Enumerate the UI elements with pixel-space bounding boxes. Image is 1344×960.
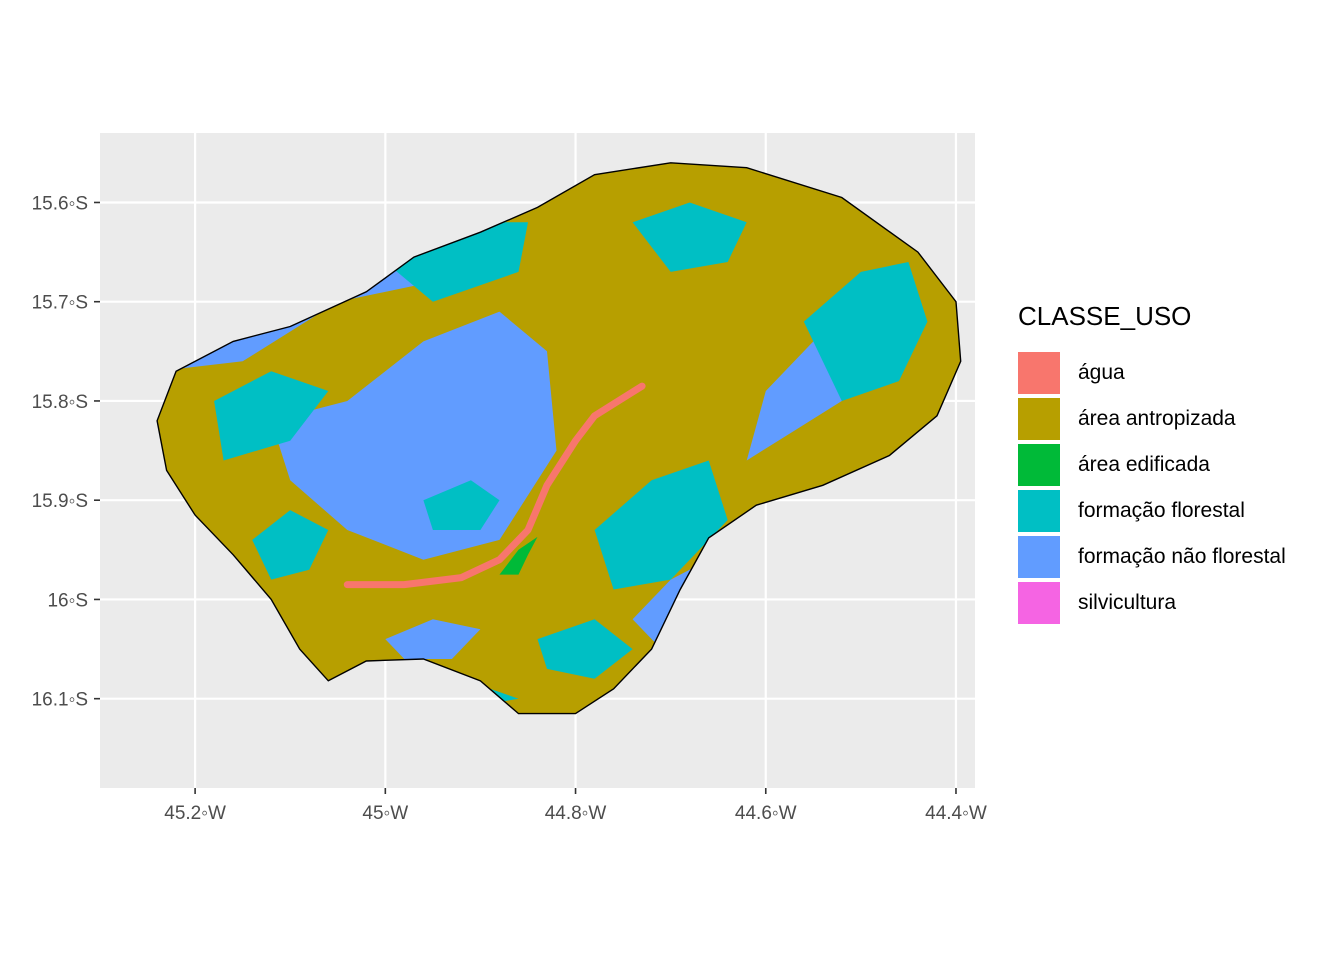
urban-area: [499, 536, 538, 575]
y-tick-label: 16.1◦S: [32, 690, 88, 711]
region-outline: [156, 162, 962, 715]
y-tick-label: 15.7◦S: [32, 293, 88, 314]
river-line: [343, 382, 646, 589]
land-use-patch: [252, 510, 329, 580]
legend-color-key: [1018, 536, 1060, 578]
legend-color-key: [1018, 490, 1060, 532]
x-tick-label: 44.6◦W: [735, 803, 797, 824]
legend-label: água: [1078, 361, 1125, 384]
land-use-patch: [803, 262, 928, 401]
legend-item: água: [1018, 350, 1286, 396]
legend-label: formação não florestal: [1078, 545, 1286, 568]
legend-label: silvicultura: [1078, 591, 1177, 614]
legend-color-key: [1018, 582, 1060, 624]
legend-color-key: [1018, 444, 1060, 486]
legend-title: CLASSE_USO: [1018, 301, 1192, 331]
x-tick-label: 45.2◦W: [164, 803, 226, 824]
legend-label: área antropizada: [1078, 407, 1236, 430]
legend-label: área edificada: [1078, 453, 1210, 476]
y-tick-label: 15.9◦S: [32, 491, 88, 512]
land-use-patch: [385, 222, 528, 302]
land-use-patch: [537, 619, 633, 679]
land-use-patch: [594, 460, 728, 590]
legend-color-key: [1018, 398, 1060, 440]
legend-item: formação florestal: [1018, 488, 1286, 534]
legend-item: área antropizada: [1018, 396, 1286, 442]
x-tick-label: 44.4◦W: [925, 803, 987, 824]
legend-item: silvicultura: [1018, 580, 1286, 626]
axis-ticks: 45.2◦W 45◦W 44.8◦W 44.6◦W 44.4◦W 15.6◦S 15.7◦S…: [32, 193, 987, 824]
x-tick-label: 44.8◦W: [545, 803, 607, 824]
legend: CLASSE_USO água área antropizada área edif…: [1018, 298, 1286, 626]
region-base-antropizada: [157, 162, 961, 714]
y-tick-label: 15.8◦S: [32, 392, 88, 413]
legend-item: área edificada: [1018, 442, 1286, 488]
y-tick-label: 16◦S: [47, 590, 88, 611]
legend-color-key: [1018, 352, 1060, 394]
municipality-region: [156, 162, 962, 715]
legend-item: formação não florestal: [1018, 534, 1286, 580]
y-tick-label: 15.6◦S: [32, 193, 88, 214]
land-use-patch: [214, 371, 329, 461]
x-tick-label: 45◦W: [362, 803, 408, 824]
legend-label: formação florestal: [1078, 499, 1245, 522]
land-use-patch: [385, 619, 481, 659]
land-use-patch: [632, 202, 747, 272]
land-use-patch: [423, 480, 500, 530]
legend-items: água área antropizada área edificada formaç…: [1018, 350, 1286, 626]
